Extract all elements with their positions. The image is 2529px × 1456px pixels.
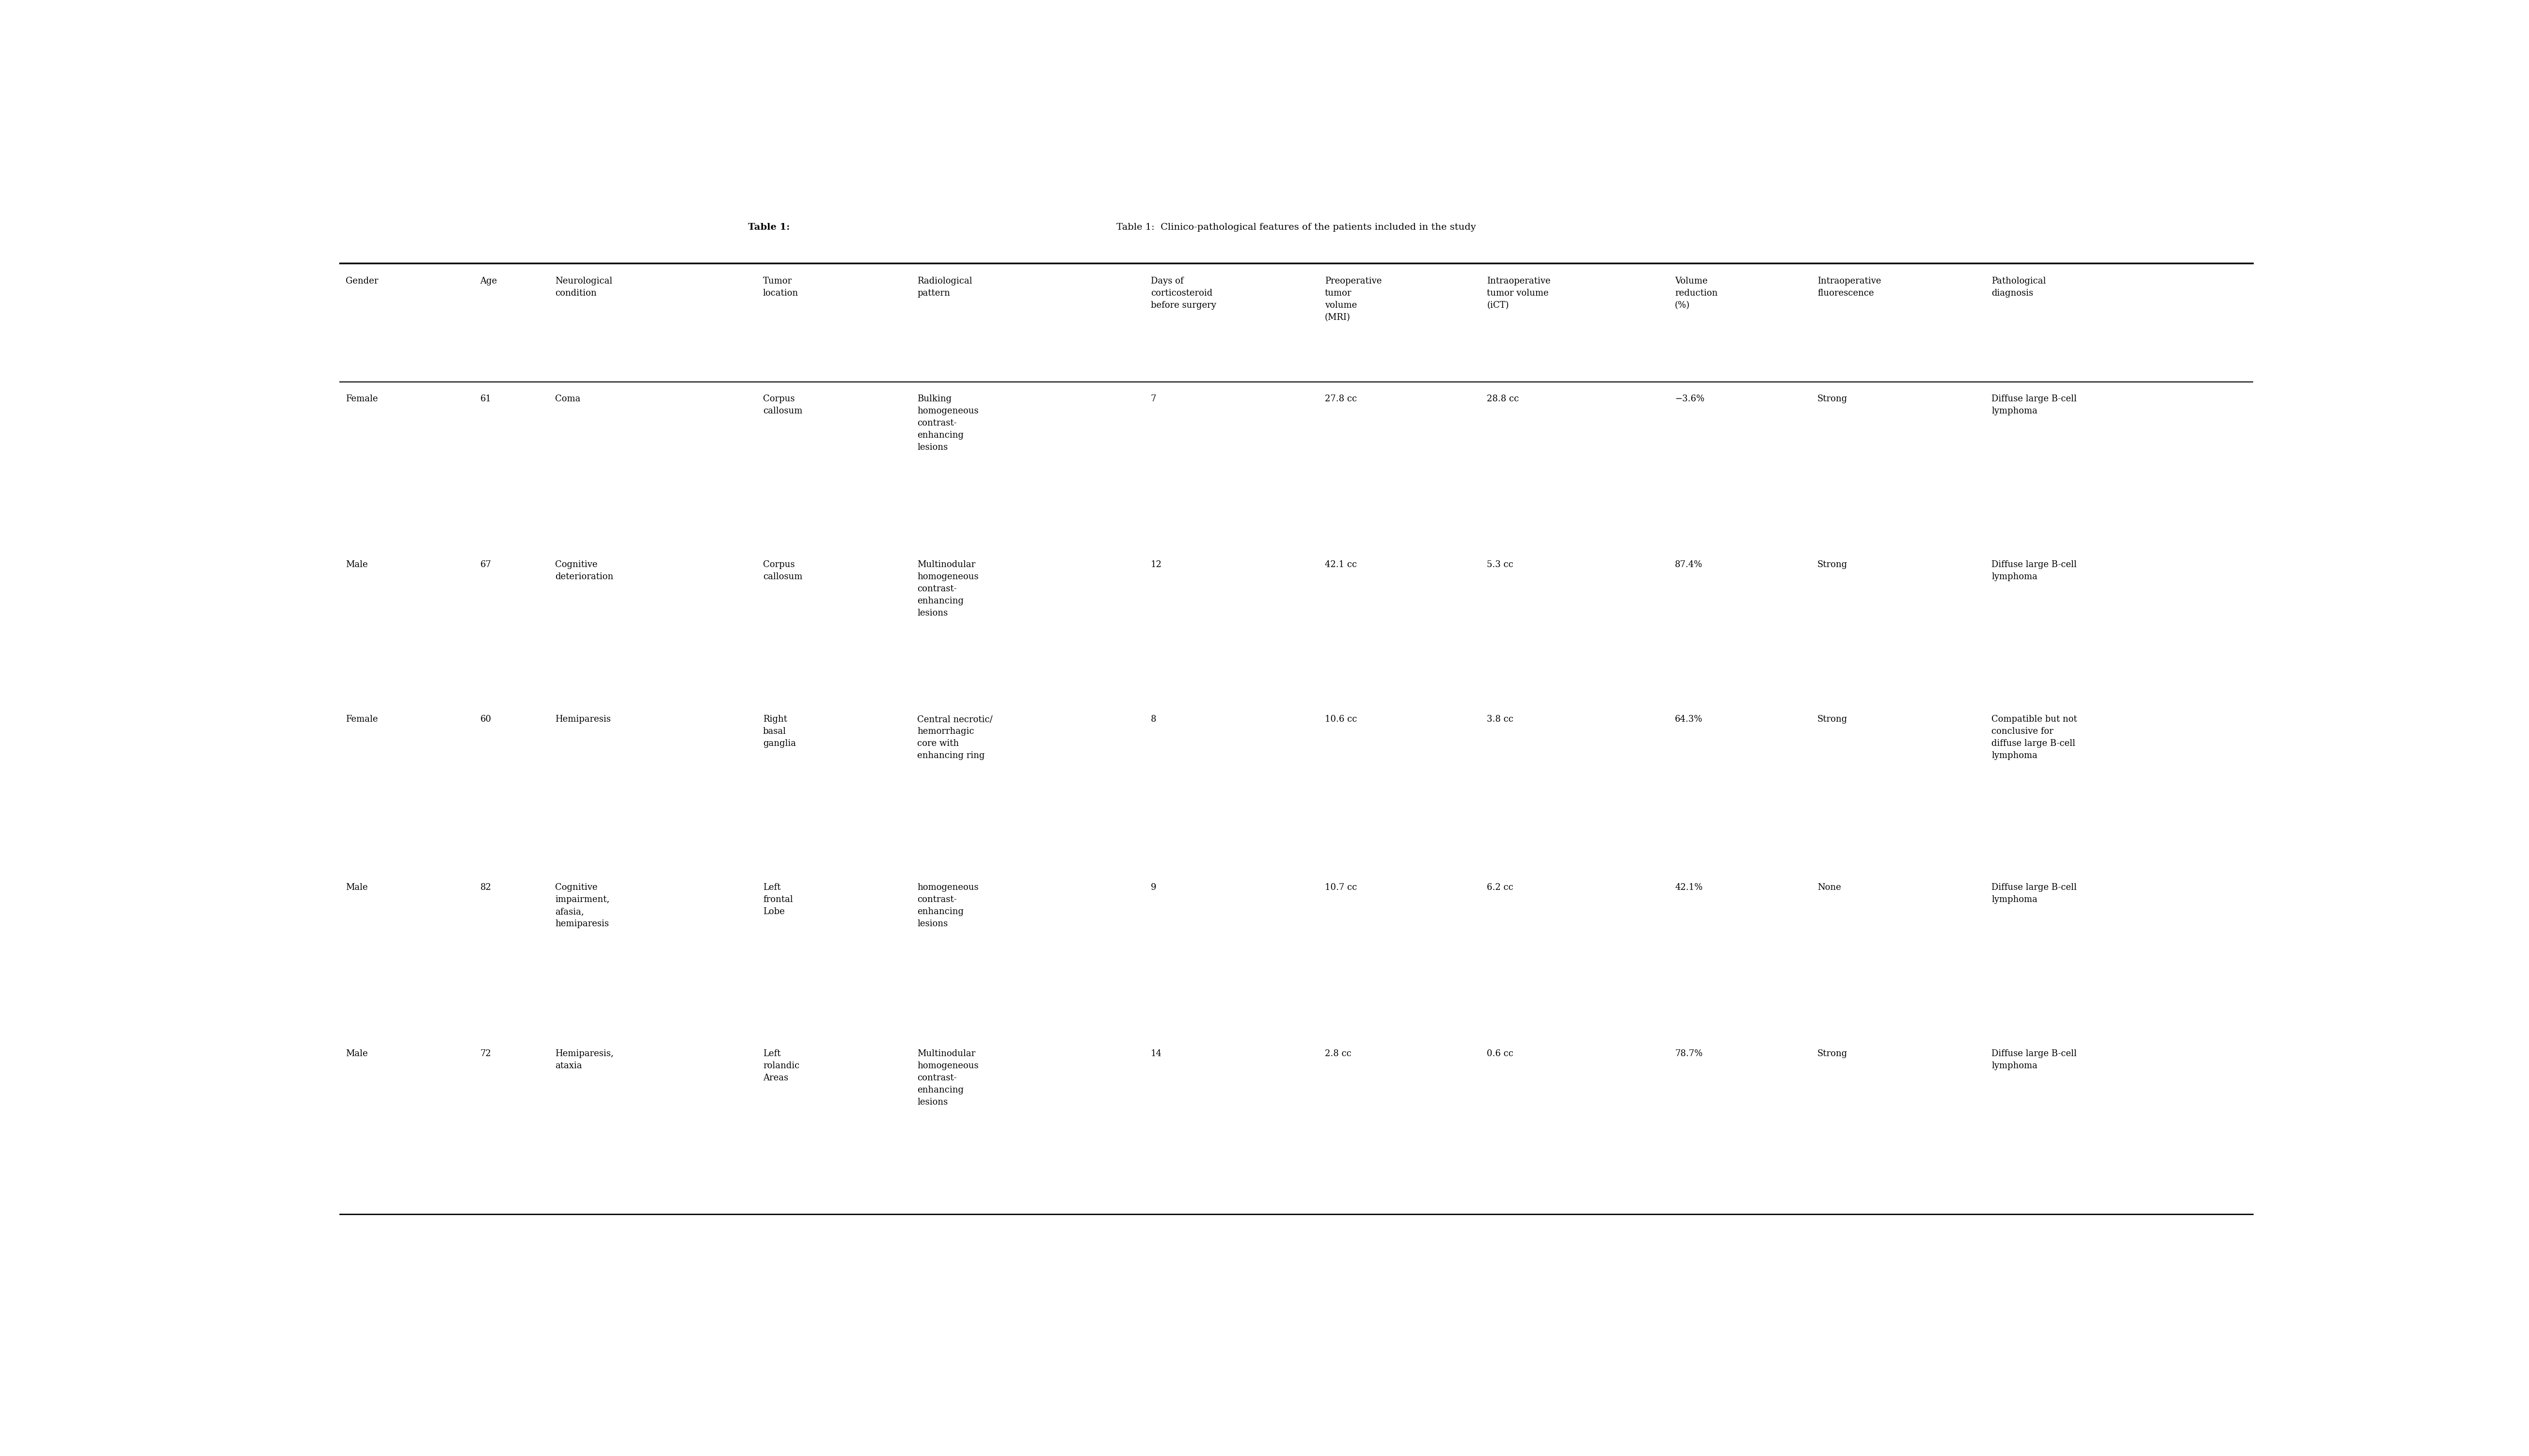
Text: Diffuse large B-cell
lymphoma: Diffuse large B-cell lymphoma — [1990, 884, 2076, 904]
Text: 10.6 cc: 10.6 cc — [1325, 715, 1358, 724]
Text: Intraoperative
fluorescence: Intraoperative fluorescence — [1818, 277, 1882, 297]
Text: Table 1:: Table 1: — [749, 223, 789, 232]
Text: Hemiparesis: Hemiparesis — [556, 715, 612, 724]
Text: Cognitive
deterioration: Cognitive deterioration — [556, 561, 615, 581]
Text: Bulking
homogeneous
contrast-
enhancing
lesions: Bulking homogeneous contrast- enhancing … — [918, 395, 979, 451]
Text: Strong: Strong — [1818, 1050, 1849, 1059]
Text: Coma: Coma — [556, 395, 582, 403]
Text: 42.1%: 42.1% — [1674, 884, 1702, 893]
Text: 6.2 cc: 6.2 cc — [1487, 884, 1512, 893]
Text: 82: 82 — [481, 884, 491, 893]
Text: 78.7%: 78.7% — [1674, 1050, 1702, 1059]
Text: 3.8 cc: 3.8 cc — [1487, 715, 1512, 724]
Text: 5.3 cc: 5.3 cc — [1487, 561, 1512, 569]
Text: Central necrotic/
hemorrhagic
core with
enhancing ring: Central necrotic/ hemorrhagic core with … — [918, 715, 994, 760]
Text: Volume
reduction
(%): Volume reduction (%) — [1674, 277, 1717, 310]
Text: Corpus
callosum: Corpus callosum — [764, 561, 802, 581]
Text: Hemiparesis,
ataxia: Hemiparesis, ataxia — [556, 1050, 615, 1070]
Text: Diffuse large B-cell
lymphoma: Diffuse large B-cell lymphoma — [1990, 1050, 2076, 1070]
Text: Diffuse large B-cell
lymphoma: Diffuse large B-cell lymphoma — [1990, 395, 2076, 415]
Text: Female: Female — [346, 395, 377, 403]
Text: Preoperative
tumor
volume
(MRI): Preoperative tumor volume (MRI) — [1325, 277, 1381, 322]
Text: Male: Male — [346, 884, 367, 893]
Text: 14: 14 — [1151, 1050, 1161, 1059]
Text: Cognitive
impairment,
afasia,
hemiparesis: Cognitive impairment, afasia, hemiparesi… — [556, 884, 609, 929]
Text: 87.4%: 87.4% — [1674, 561, 1702, 569]
Text: Male: Male — [346, 1050, 367, 1059]
Text: Intraoperative
tumor volume
(iCT): Intraoperative tumor volume (iCT) — [1487, 277, 1550, 310]
Text: Left
rolandic
Areas: Left rolandic Areas — [764, 1050, 799, 1082]
Text: 42.1 cc: 42.1 cc — [1325, 561, 1356, 569]
Text: 61: 61 — [481, 395, 491, 403]
Text: Strong: Strong — [1818, 715, 1849, 724]
Text: Multinodular
homogeneous
contrast-
enhancing
lesions: Multinodular homogeneous contrast- enhan… — [918, 561, 979, 617]
Text: Strong: Strong — [1818, 395, 1849, 403]
Text: 28.8 cc: 28.8 cc — [1487, 395, 1520, 403]
Text: homogeneous
contrast-
enhancing
lesions: homogeneous contrast- enhancing lesions — [918, 884, 979, 929]
Text: 9: 9 — [1151, 884, 1156, 893]
Text: Strong: Strong — [1818, 561, 1849, 569]
Text: −3.6%: −3.6% — [1674, 395, 1705, 403]
Text: Table 1:  Clinico-pathological features of the patients included in the study: Table 1: Clinico-pathological features o… — [1115, 223, 1477, 232]
Text: 7: 7 — [1151, 395, 1156, 403]
Text: Right
basal
ganglia: Right basal ganglia — [764, 715, 797, 748]
Text: Left
frontal
Lobe: Left frontal Lobe — [764, 884, 792, 916]
Text: 27.8 cc: 27.8 cc — [1325, 395, 1356, 403]
Text: 72: 72 — [481, 1050, 491, 1059]
Text: Radiological
pattern: Radiological pattern — [918, 277, 971, 297]
Text: Compatible but not
conclusive for
diffuse large B-cell
lymphoma: Compatible but not conclusive for diffus… — [1990, 715, 2076, 760]
Text: 10.7 cc: 10.7 cc — [1325, 884, 1358, 893]
Text: 12: 12 — [1151, 561, 1161, 569]
Text: 0.6 cc: 0.6 cc — [1487, 1050, 1512, 1059]
Text: Days of
corticosteroid
before surgery: Days of corticosteroid before surgery — [1151, 277, 1216, 310]
Text: None: None — [1818, 884, 1841, 893]
Text: 2.8 cc: 2.8 cc — [1325, 1050, 1350, 1059]
Text: Tumor
location: Tumor location — [764, 277, 799, 297]
Text: 67: 67 — [481, 561, 491, 569]
Text: 8: 8 — [1151, 715, 1156, 724]
Text: Age: Age — [481, 277, 498, 285]
Text: Male: Male — [346, 561, 367, 569]
Text: Gender: Gender — [346, 277, 379, 285]
Text: 64.3%: 64.3% — [1674, 715, 1702, 724]
Text: Neurological
condition: Neurological condition — [556, 277, 612, 297]
Text: Diffuse large B-cell
lymphoma: Diffuse large B-cell lymphoma — [1990, 561, 2076, 581]
Text: Female: Female — [346, 715, 377, 724]
Text: Multinodular
homogeneous
contrast-
enhancing
lesions: Multinodular homogeneous contrast- enhan… — [918, 1050, 979, 1107]
Text: 60: 60 — [481, 715, 491, 724]
Text: Pathological
diagnosis: Pathological diagnosis — [1990, 277, 2046, 297]
Text: Corpus
callosum: Corpus callosum — [764, 395, 802, 415]
